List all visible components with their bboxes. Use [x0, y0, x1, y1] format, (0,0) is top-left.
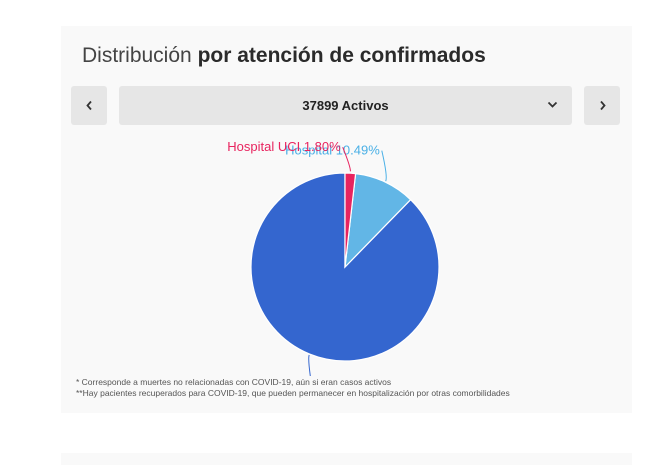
select-value: 37899 Activos [302, 98, 389, 113]
chevron-left-icon [85, 100, 92, 111]
leader-line-hospital-uci [342, 147, 351, 172]
title-bold: por atención de confirmados [197, 44, 486, 67]
footnote-2: **Hay pacientes recuperados para COVID-1… [76, 388, 510, 398]
next-card [61, 453, 632, 465]
footnotes: * Corresponde a muertes no relacionadas … [76, 377, 632, 399]
previous-button[interactable] [71, 86, 107, 125]
pie-label-hospital: Hospital 10.49% [285, 143, 380, 158]
leader-line-hospital [381, 150, 387, 182]
status-select[interactable]: 37899 Activos [119, 86, 572, 125]
next-button[interactable] [584, 86, 620, 125]
card-title: Distribución por atención de confirmados [82, 44, 486, 68]
pie-chart: Casa 87.71%Hospital 10.49%Hospital UCI 1… [227, 139, 440, 376]
leader-line-casa [308, 354, 311, 376]
chevron-down-icon [547, 101, 558, 108]
pie-label-hospital-uci: Hospital UCI 1.80% [227, 139, 341, 154]
footnote-1: * Corresponde a muertes no relacionadas … [76, 377, 392, 387]
pie-slice-hospital-uci[interactable] [344, 172, 357, 268]
distribution-card: Distribución por atención de confirmados… [61, 26, 632, 413]
chevron-right-icon [599, 100, 606, 111]
title-normal: Distribución [82, 44, 192, 67]
